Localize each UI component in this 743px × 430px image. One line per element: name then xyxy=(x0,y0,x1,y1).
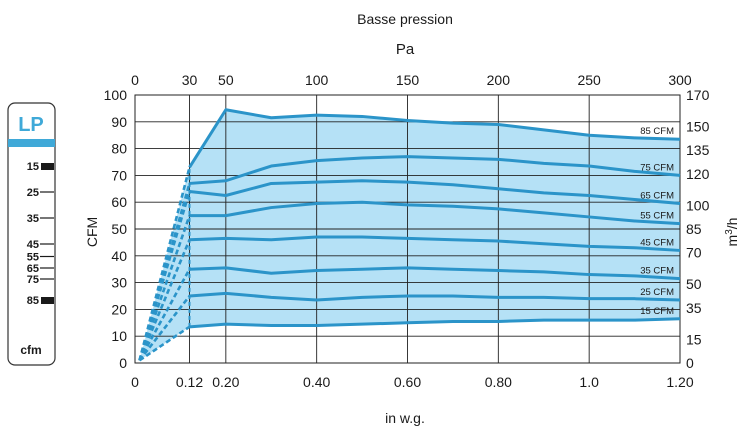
y2-tick-label: 0 xyxy=(686,355,694,371)
y2-tick-label: 150 xyxy=(686,119,710,135)
side-panel-label: 25 xyxy=(27,187,39,199)
plot-area: 85 CFM 75 CFM 65 CFM 55 CFM 45 CFM 35 CFM 25 C… xyxy=(135,95,680,363)
y2-tick-label: 85 xyxy=(686,221,702,237)
x-axis-ticks: 0 0.12 0.20 0.40 0.60 0.80 1.0 1.20 xyxy=(131,374,694,390)
x2-tick-label: 250 xyxy=(577,72,601,88)
y2-tick-label: 70 xyxy=(686,245,702,261)
side-panel-label: 35 xyxy=(27,213,39,225)
y-tick-label: 60 xyxy=(111,194,127,210)
x-tick-label: 0.20 xyxy=(212,374,239,390)
y-tick-label: 100 xyxy=(104,87,128,103)
side-panel-label: 55 xyxy=(27,252,39,264)
flow-curve-label: 45 CFM xyxy=(640,237,674,248)
side-panel-unit: cfm xyxy=(20,343,41,357)
x2-axis-label: Pa xyxy=(396,41,415,58)
x-tick-label: 0.60 xyxy=(394,374,421,390)
x-tick-label: 1.0 xyxy=(579,374,599,390)
x2-tick-label: 50 xyxy=(218,72,234,88)
y-tick-label: 90 xyxy=(111,114,127,130)
y2-tick-label: 50 xyxy=(686,276,702,292)
x2-tick-label: 200 xyxy=(487,72,511,88)
y2-tick-label: 100 xyxy=(686,197,710,213)
x-tick-label: 0.12 xyxy=(176,374,203,390)
y-tick-label: 0 xyxy=(119,355,127,371)
x2-tick-label: 30 xyxy=(182,72,198,88)
y2-tick-label: 120 xyxy=(686,166,710,182)
y-tick-label: 40 xyxy=(111,248,127,264)
y-axis-label: CFM xyxy=(84,217,100,247)
flow-curve-label: 15 CFM xyxy=(640,306,674,317)
y-tick-label: 30 xyxy=(111,275,127,291)
side-panel-accent-bar xyxy=(8,139,55,147)
y-tick-label: 70 xyxy=(111,167,127,183)
side-panel-marker xyxy=(41,163,54,170)
x2-tick-label: 150 xyxy=(396,72,420,88)
x2-tick-label: 0 xyxy=(131,72,139,88)
side-panel-marker xyxy=(41,297,54,304)
side-panel-label: 75 xyxy=(27,274,39,286)
x-tick-label: 0.80 xyxy=(485,374,512,390)
y-tick-label: 50 xyxy=(111,221,127,237)
x-tick-label: 0 xyxy=(131,374,139,390)
flow-curve-label: 65 CFM xyxy=(640,191,674,202)
x2-tick-label: 100 xyxy=(305,72,329,88)
side-panel-badge: LP xyxy=(18,114,44,136)
y-tick-label: 10 xyxy=(111,328,127,344)
flow-curve-label: 55 CFM xyxy=(640,211,674,222)
x-axis-label: in w.g. xyxy=(385,410,425,426)
y-tick-label: 20 xyxy=(111,301,127,317)
flow-curve-label: 25 CFM xyxy=(640,287,674,298)
side-panel-label: 85 xyxy=(27,295,39,307)
chart-title: Basse pression xyxy=(357,11,453,27)
side-panel-label: 15 xyxy=(27,161,39,173)
y-tick-label: 80 xyxy=(111,141,127,157)
flow-curve-label: 75 CFM xyxy=(640,162,674,173)
y2-tick-label: 15 xyxy=(686,331,702,347)
y2-tick-label: 170 xyxy=(686,87,710,103)
flow-curve-label: 35 CFM xyxy=(640,266,674,277)
x-tick-label: 0.40 xyxy=(303,374,330,390)
y-axis-ticks: 0 10 20 30 40 50 60 70 80 90 100 xyxy=(104,87,128,371)
side-panel-label: 45 xyxy=(27,239,39,251)
x2-axis-ticks: 0 30 50 100 150 200 250 300 xyxy=(131,72,692,88)
flow-curve-label: 85 CFM xyxy=(640,126,674,137)
x2-tick-label: 300 xyxy=(668,72,692,88)
y2-tick-label: 135 xyxy=(686,142,710,158)
y2-tick-label: 35 xyxy=(686,300,702,316)
x-tick-label: 1.20 xyxy=(666,374,693,390)
y2-axis-label: m3/h xyxy=(724,218,740,247)
y2-axis-ticks: 0 15 35 50 70 85 100 120 135 150 170 xyxy=(686,87,710,371)
